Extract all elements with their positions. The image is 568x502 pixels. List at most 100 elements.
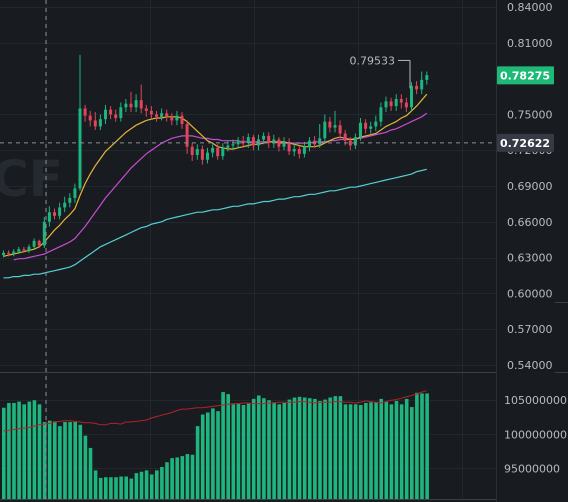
candle-body-54 [277,139,281,147]
volume-bar-64 [328,397,332,499]
candle-body-31 [160,113,164,117]
candle-body-53 [272,139,276,144]
volume-bar-83 [425,393,429,499]
volume-layer [2,390,429,499]
candle-body-42 [216,147,220,157]
candle-body-70 [359,122,362,138]
volume-bar-40 [206,412,210,499]
volume-bar-21 [109,477,113,499]
volume-bar-33 [170,458,174,499]
candle-body-25 [129,103,133,108]
volume-bar-82 [420,393,424,499]
candle-body-12 [63,202,67,208]
candle-body-46 [236,140,240,145]
candle-body-49 [251,137,255,146]
volume-bar-4 [22,404,26,499]
price-tick-1: 0.81000 [507,37,553,50]
volume-bar-16 [83,435,88,499]
candle-body-34 [175,115,179,121]
volume-bar-57 [292,397,297,499]
price-tick-0: 0.84000 [507,1,553,14]
price-tick-9: 0.54000 [507,359,553,372]
volume-bar-55 [282,402,287,499]
volume-bar-61 [313,398,317,499]
candle-body-69 [353,137,357,146]
price-tick-6: 0.63000 [507,252,553,265]
volume-tick-labels: 105000000 100000000 95000000 [504,394,567,475]
volume-bar-69 [353,404,358,499]
candle-body-10 [53,212,56,216]
volume-bar-50 [257,395,261,499]
volume-bar-19 [98,477,103,499]
candle-body-71 [364,122,368,129]
volume-bar-75 [384,401,389,499]
volume-bar-42 [216,411,220,499]
volume-bar-29 [149,474,154,499]
candle-body-82 [420,79,424,90]
volume-bar-11 [58,426,62,499]
candle-body-27 [139,100,143,109]
candle-body-44 [226,145,230,148]
volume-bar-14 [73,422,77,499]
volume-bar-34 [175,457,179,499]
volume-bar-12 [63,422,67,499]
candle-body-41 [211,147,215,153]
pane-separator[interactable] [0,302,568,500]
volume-bar-32 [165,462,169,499]
volume-bar-78 [399,404,404,499]
candle-body-76 [389,101,393,107]
volume-bar-25 [129,478,134,499]
volume-bar-44 [226,394,230,499]
candle-body-77 [394,98,398,107]
candle-body-55 [282,141,286,147]
volume-bar-5 [27,401,32,499]
ma-slow-line [3,168,427,279]
candle-body-36 [185,124,189,147]
volume-bar-36 [185,454,190,499]
candle-body-65 [333,125,337,128]
candle-body-32 [165,113,169,117]
candle-body-16 [83,108,87,116]
candle-body-38 [195,149,199,155]
volume-bar-7 [37,404,42,499]
watermark-text: CF [0,150,63,208]
candle-body-57 [292,149,296,152]
volume-bar-77 [394,400,399,499]
volume-bar-3 [17,401,21,499]
volume-tick-0: 105000000 [504,394,567,407]
candle-body-39 [200,149,204,160]
volume-bar-6 [32,400,37,499]
volume-bar-56 [287,399,292,499]
candle-body-5 [27,246,31,251]
volume-bar-15 [78,424,83,499]
candle-body-2 [12,251,16,254]
volume-tick-1: 100000000 [504,428,567,441]
volume-bar-48 [246,403,251,499]
volume-bar-39 [200,414,205,499]
candle-body-52 [267,135,271,144]
last-price-label: 0.78275 [500,69,550,82]
volume-bar-59 [302,397,307,499]
crosshair-layer [0,0,496,502]
candle-body-18 [93,120,97,127]
volume-bar-23 [119,476,123,499]
candle-body-75 [384,101,388,108]
crosshair-price-label: 0.72622 [500,137,550,150]
volume-bar-58 [297,396,302,499]
candle-body-74 [379,107,383,122]
candle-body-3 [17,249,21,252]
candle-body-11 [58,207,62,216]
volume-bar-30 [155,470,159,499]
volume-bar-51 [262,398,266,499]
volume-bar-20 [104,477,108,499]
candle-body-7 [37,240,41,246]
volume-bar-80 [410,407,414,499]
volume-bar-9 [47,420,52,499]
candle-body-47 [241,140,245,144]
volume-bar-2 [12,402,16,499]
volume-bar-28 [144,470,149,499]
candle-body-1 [7,252,11,254]
volume-bar-49 [251,398,256,499]
